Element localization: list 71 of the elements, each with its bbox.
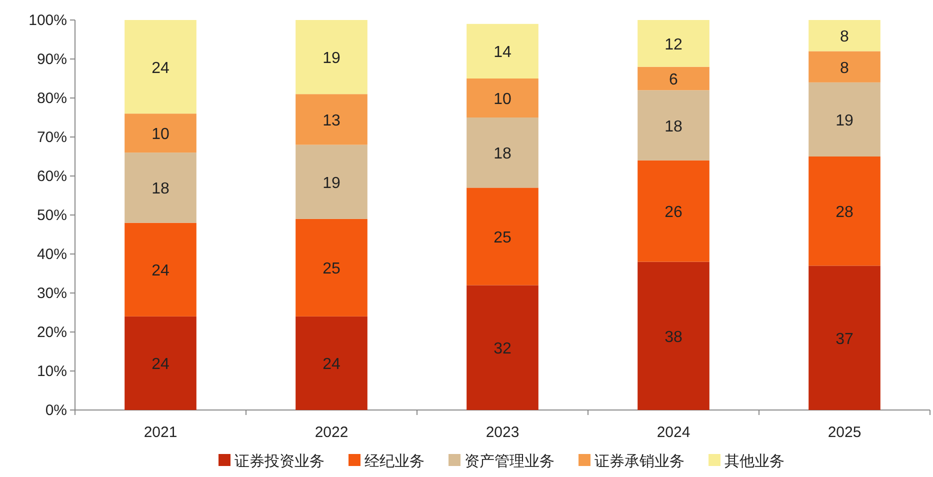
data-label: 25 — [322, 260, 340, 278]
y-tick-label: 70% — [36, 129, 67, 146]
y-tick-label: 90% — [36, 51, 67, 68]
data-label: 28 — [836, 204, 854, 222]
y-tick-label: 20% — [36, 324, 67, 341]
data-label: 14 — [494, 44, 512, 62]
bar — [296, 218, 368, 316]
bar — [296, 144, 368, 219]
data-label: 18 — [152, 180, 170, 198]
data-label: 37 — [836, 330, 854, 348]
bar — [808, 266, 880, 410]
data-label: 18 — [494, 146, 512, 163]
x-tick-label: 2021 — [144, 424, 178, 441]
data-label: 6 — [669, 72, 678, 88]
data-label: 18 — [664, 118, 682, 136]
bar — [124, 222, 196, 316]
bar — [124, 20, 196, 114]
bar — [808, 156, 880, 266]
legend-label: 证券投资业务 — [234, 453, 324, 470]
bar — [638, 262, 710, 410]
y-tick-label: 30% — [36, 285, 67, 302]
bar — [466, 285, 538, 410]
data-label: 12 — [664, 36, 682, 54]
legend-label: 资产管理业务 — [464, 453, 554, 470]
bar — [296, 316, 368, 410]
bar — [808, 82, 880, 156]
bar — [466, 78, 538, 118]
data-label: 19 — [322, 174, 340, 192]
bar — [638, 90, 710, 160]
legend-label: 经纪业务 — [364, 453, 424, 470]
data-label: 38 — [664, 328, 682, 346]
y-tick-label: 100% — [28, 12, 67, 29]
data-label: 25 — [494, 229, 512, 246]
data-label: 19 — [322, 50, 340, 68]
bar — [638, 20, 710, 67]
data-label: 8 — [840, 28, 850, 46]
data-label: 19 — [836, 112, 854, 130]
x-tick-label: 2022 — [314, 424, 348, 441]
legend-label: 证券承销业务 — [594, 453, 684, 470]
y-tick-label: 80% — [36, 90, 67, 107]
y-tick-label: 10% — [36, 363, 67, 380]
bar — [638, 66, 710, 90]
bar — [638, 160, 710, 262]
data-label: 24 — [322, 356, 340, 374]
bar — [124, 114, 196, 153]
bar — [124, 316, 196, 410]
data-label: 24 — [152, 356, 170, 374]
data-label: 24 — [152, 60, 170, 77]
bar — [124, 152, 196, 223]
legend-label: 其他业务 — [724, 453, 784, 470]
data-label: 24 — [152, 262, 170, 280]
bar — [296, 20, 368, 94]
y-tick-label: 60% — [36, 168, 67, 185]
data-label: 10 — [494, 91, 512, 108]
bar — [808, 51, 880, 82]
bar — [466, 24, 538, 78]
data-label: 13 — [322, 112, 340, 130]
bar — [808, 20, 880, 52]
x-tick-label: 2025 — [828, 424, 862, 441]
data-label: 32 — [494, 340, 512, 358]
data-label: 8 — [840, 60, 850, 77]
y-tick-label: 0% — [45, 402, 67, 419]
y-tick-label: 40% — [36, 246, 67, 263]
x-tick-label: 2024 — [656, 424, 690, 441]
bar — [296, 94, 368, 145]
bar — [466, 118, 538, 188]
data-label: 10 — [152, 126, 170, 144]
bar — [466, 188, 538, 286]
data-label: 26 — [664, 204, 682, 222]
y-tick-label: 50% — [36, 207, 67, 224]
x-tick-label: 2023 — [486, 424, 520, 441]
